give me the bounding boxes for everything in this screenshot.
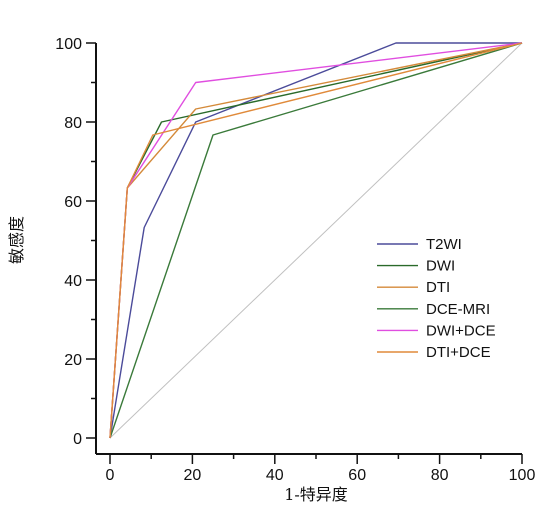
series-line-dce-mri [109, 42, 523, 439]
y-axis-label: 敏感度 [7, 216, 26, 264]
reference-diagonal-line [109, 42, 523, 439]
legend-label: DCE-MRI [426, 301, 490, 318]
ticks-layer: 0 20 40 60 80 100 0 20 40 60 80 100 [55, 36, 535, 484]
legend-label: DTI [426, 279, 450, 296]
x-tick-label: 80 [431, 467, 449, 484]
y-tick-label: 60 [64, 194, 82, 211]
x-tick-label: 100 [509, 467, 536, 484]
reference-line-layer [109, 42, 523, 439]
y-tick-label: 0 [73, 431, 82, 448]
x-tick-label: 60 [348, 467, 366, 484]
series-line-t2wi [109, 42, 522, 439]
y-tick-label: 20 [64, 352, 82, 369]
legend-label: T2WI [426, 236, 462, 253]
series-line-dti-dce [109, 42, 523, 439]
x-axis-label: 1-特异度 [284, 485, 348, 504]
legend: T2WI DWI DTI DCE-MRI DWI+DCE DTI+DCE [377, 236, 496, 361]
legend-label: DWI+DCE [426, 322, 496, 339]
axes-layer [95, 43, 522, 455]
y-tick-label: 100 [55, 36, 82, 53]
y-tick-label: 40 [64, 273, 82, 290]
x-tick-label: 40 [266, 467, 284, 484]
x-tick-label: 0 [106, 467, 115, 484]
series-layer [109, 42, 523, 439]
legend-label: DTI+DCE [426, 344, 491, 361]
x-tick-label: 20 [184, 467, 202, 484]
legend-label: DWI [426, 258, 455, 275]
y-tick-label: 80 [64, 115, 82, 132]
